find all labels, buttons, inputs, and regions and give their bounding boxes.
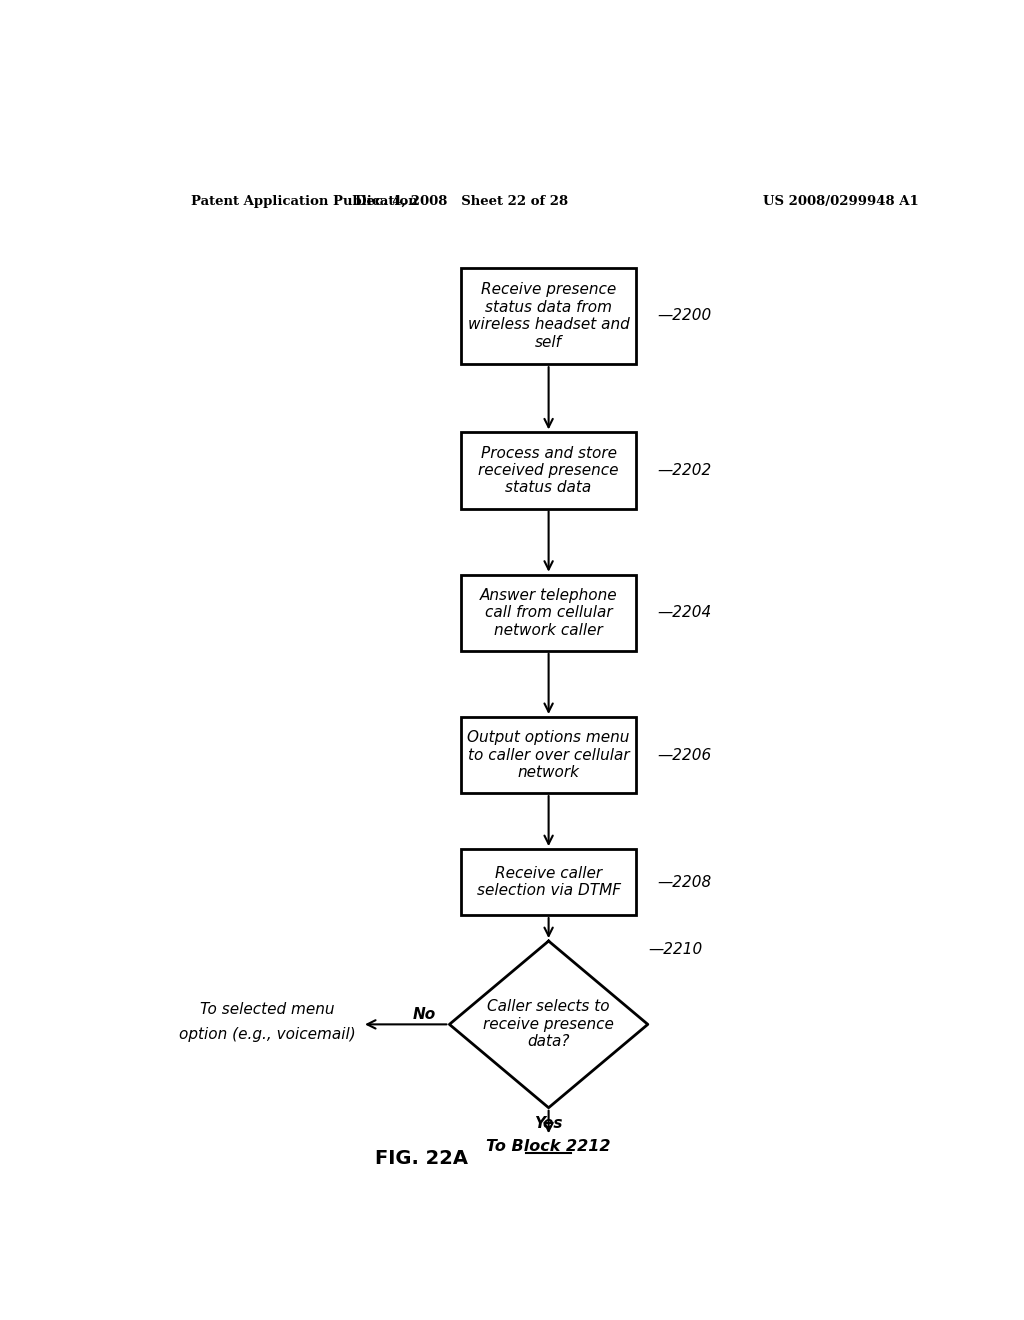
Text: —2204: —2204 <box>657 606 712 620</box>
FancyBboxPatch shape <box>462 849 636 915</box>
Text: —2200: —2200 <box>657 309 712 323</box>
Text: No: No <box>413 1007 436 1022</box>
FancyBboxPatch shape <box>462 268 636 364</box>
Text: —2206: —2206 <box>657 747 712 763</box>
Text: Process and store
received presence
status data: Process and store received presence stat… <box>478 446 618 495</box>
Text: Receive presence
status data from
wireless headset and
self: Receive presence status data from wirele… <box>468 282 630 350</box>
Text: To selected menu: To selected menu <box>200 1002 334 1016</box>
FancyBboxPatch shape <box>462 574 636 651</box>
FancyBboxPatch shape <box>462 717 636 793</box>
Text: Answer telephone
call from cellular
network caller: Answer telephone call from cellular netw… <box>480 587 617 638</box>
Text: FIG. 22A: FIG. 22A <box>375 1148 468 1168</box>
Text: To Block 2212: To Block 2212 <box>486 1139 611 1154</box>
Text: US 2008/0299948 A1: US 2008/0299948 A1 <box>763 194 919 207</box>
FancyBboxPatch shape <box>462 433 636 508</box>
Text: Dec. 4, 2008   Sheet 22 of 28: Dec. 4, 2008 Sheet 22 of 28 <box>354 194 568 207</box>
Text: Caller selects to
receive presence
data?: Caller selects to receive presence data? <box>483 999 614 1049</box>
Text: —2202: —2202 <box>657 463 712 478</box>
Text: Output options menu
to caller over cellular
network: Output options menu to caller over cellu… <box>467 730 630 780</box>
Text: —2208: —2208 <box>657 875 712 890</box>
Text: Patent Application Publication: Patent Application Publication <box>191 194 418 207</box>
Text: Receive caller
selection via DTMF: Receive caller selection via DTMF <box>476 866 621 899</box>
Text: option (e.g., voicemail): option (e.g., voicemail) <box>178 1027 355 1041</box>
Text: Yes: Yes <box>535 1115 563 1131</box>
Text: —2210: —2210 <box>648 941 702 957</box>
